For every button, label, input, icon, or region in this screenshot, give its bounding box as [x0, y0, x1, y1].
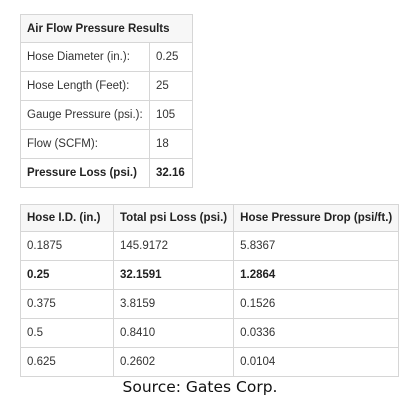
results-value: 18 [149, 129, 193, 159]
column-header-total-psi-loss: Total psi Loss (psi.) [112, 204, 235, 232]
results-label: Hose Diameter (in.): [20, 42, 150, 72]
results-value: 0.25 [149, 42, 193, 72]
table-cell: 0.2602 [112, 347, 235, 377]
table-row: 0.5 0.8410 0.0336 [20, 318, 400, 348]
table-row: 0.1875 145.9172 5.8367 [20, 231, 400, 261]
results-value: 25 [149, 71, 193, 101]
results-label: Hose Length (Feet): [20, 71, 150, 101]
loss-header-row: Hose I.D. (in.) Total psi Loss (psi.) Ho… [20, 204, 400, 232]
table-row: 0.375 3.8159 0.1526 [20, 289, 400, 319]
table-cell: 0.25 [20, 260, 114, 290]
table-cell: 3.8159 [112, 289, 235, 319]
table-cell: 0.625 [20, 347, 114, 377]
table-cell: 0.5 [20, 318, 114, 348]
table-cell: 0.1875 [20, 231, 114, 261]
results-row-hose-length: Hose Length (Feet): 25 [20, 71, 193, 101]
results-value: 32.16 [149, 158, 193, 188]
table-cell: 0.0336 [233, 318, 400, 348]
results-row-pressure-loss: Pressure Loss (psi.) 32.16 [20, 158, 193, 188]
table-cell: 5.8367 [233, 231, 400, 261]
table-row-highlighted: 0.25 32.1591 1.2864 [20, 260, 400, 290]
table-cell: 145.9172 [112, 231, 235, 261]
results-label: Flow (SCFM): [20, 129, 150, 159]
column-header-hose-id: Hose I.D. (in.) [20, 204, 114, 232]
results-header-row: Air Flow Pressure Results [20, 14, 193, 43]
table-cell: 0.375 [20, 289, 114, 319]
table-cell: 0.1526 [233, 289, 400, 319]
results-row-flow: Flow (SCFM): 18 [20, 129, 193, 159]
table-cell: 1.2864 [233, 260, 400, 290]
table-row: 0.625 0.2602 0.0104 [20, 347, 400, 377]
hose-pressure-loss-table: Hose I.D. (in.) Total psi Loss (psi.) Ho… [20, 204, 400, 377]
results-value: 105 [149, 100, 193, 130]
column-header-pressure-drop: Hose Pressure Drop (psi/ft.) [233, 204, 400, 232]
results-row-gauge-pressure: Gauge Pressure (psi.): 105 [20, 100, 193, 130]
air-flow-results-table: Air Flow Pressure Results Hose Diameter … [20, 14, 193, 188]
source-caption: Source: Gates Corp. [122, 378, 278, 396]
results-label: Pressure Loss (psi.) [20, 158, 150, 188]
results-title: Air Flow Pressure Results [20, 14, 193, 43]
table-cell: 0.8410 [112, 318, 235, 348]
table-cell: 0.0104 [233, 347, 400, 377]
results-row-hose-diameter: Hose Diameter (in.): 0.25 [20, 42, 193, 72]
results-label: Gauge Pressure (psi.): [20, 100, 150, 130]
table-cell: 32.1591 [112, 260, 235, 290]
